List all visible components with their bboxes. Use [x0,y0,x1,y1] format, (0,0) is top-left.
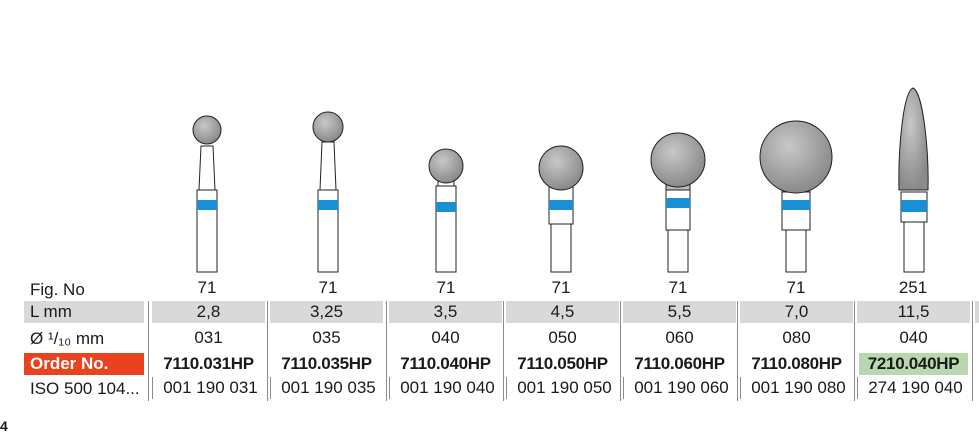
column-divider [148,301,149,401]
fig-no-value: 71 [318,278,338,297]
diameter-value: 040 [431,328,460,347]
iso-value: 001 190 031 [152,377,268,399]
order-no-label: Order No. [24,353,144,375]
fig-no-label: Fig. No [30,280,85,299]
column-divider [737,301,738,401]
order-number[interactable]: 7110.031HP [163,354,254,373]
diameter-value: 080 [782,328,811,347]
column-divider [267,301,268,401]
fig-no-value: 71 [436,278,456,297]
l-mm-value: 4,5 [506,301,619,323]
l-mm-label: L mm [30,302,72,321]
order-number[interactable]: 7110.050HP [517,354,608,373]
order-number[interactable]: 7110.035HP [281,354,372,373]
round-bur-icon [759,120,833,273]
l-mm-value: 5,5 [623,301,736,323]
diameter-value: 050 [548,328,577,347]
round-bur-icon [428,148,464,273]
l-mm-value: 7,0 [740,301,853,323]
order-number-highlighted[interactable]: 7210.040HP [859,353,968,375]
iso-value: 001 190 080 [740,377,856,399]
order-number[interactable]: 7110.040HP [400,354,491,373]
column-divider [386,301,387,401]
column-divider [620,301,621,401]
round-bur-icon [312,111,344,273]
iso-value: 274 190 040 [857,377,973,399]
diameter-value: 035 [312,328,341,347]
bur-illustrations [192,87,929,273]
column-divider [503,301,504,401]
diameter-label: Ø ¹/₁₀ mm [30,329,105,348]
iso-value: 001 190 035 [270,377,386,399]
iso-value: 001 190 050 [506,377,622,399]
column-divider [972,301,973,401]
order-number[interactable]: 7110.080HP [751,354,842,373]
fig-no-value: 251 [898,278,928,297]
fig-no-value: 71 [197,278,217,297]
round-bur-icon [192,115,222,273]
fig-no-value: 71 [551,278,571,297]
l-mm-value: 3,25 [270,301,383,323]
diameter-value: 040 [899,328,928,347]
iso-label: ISO 500 104... [30,379,140,398]
page-marker: 4 [0,418,8,434]
order-number[interactable]: 7110.060HP [634,354,725,373]
l-mm-value: 11,5 [857,301,970,323]
oval-bur-icon [898,87,929,273]
diameter-value: 060 [665,328,694,347]
fig-no-value: 71 [786,278,806,297]
fig-no-value: 71 [668,278,688,297]
column-divider [854,301,855,401]
round-bur-icon [650,132,706,273]
l-mm-value: 3,5 [389,301,502,323]
iso-value: 001 190 040 [389,377,505,399]
iso-value: 001 190 060 [623,377,739,399]
diameter-value: 031 [194,328,223,347]
round-bur-icon [538,145,584,273]
l-mm-value: 2,8 [152,301,265,323]
